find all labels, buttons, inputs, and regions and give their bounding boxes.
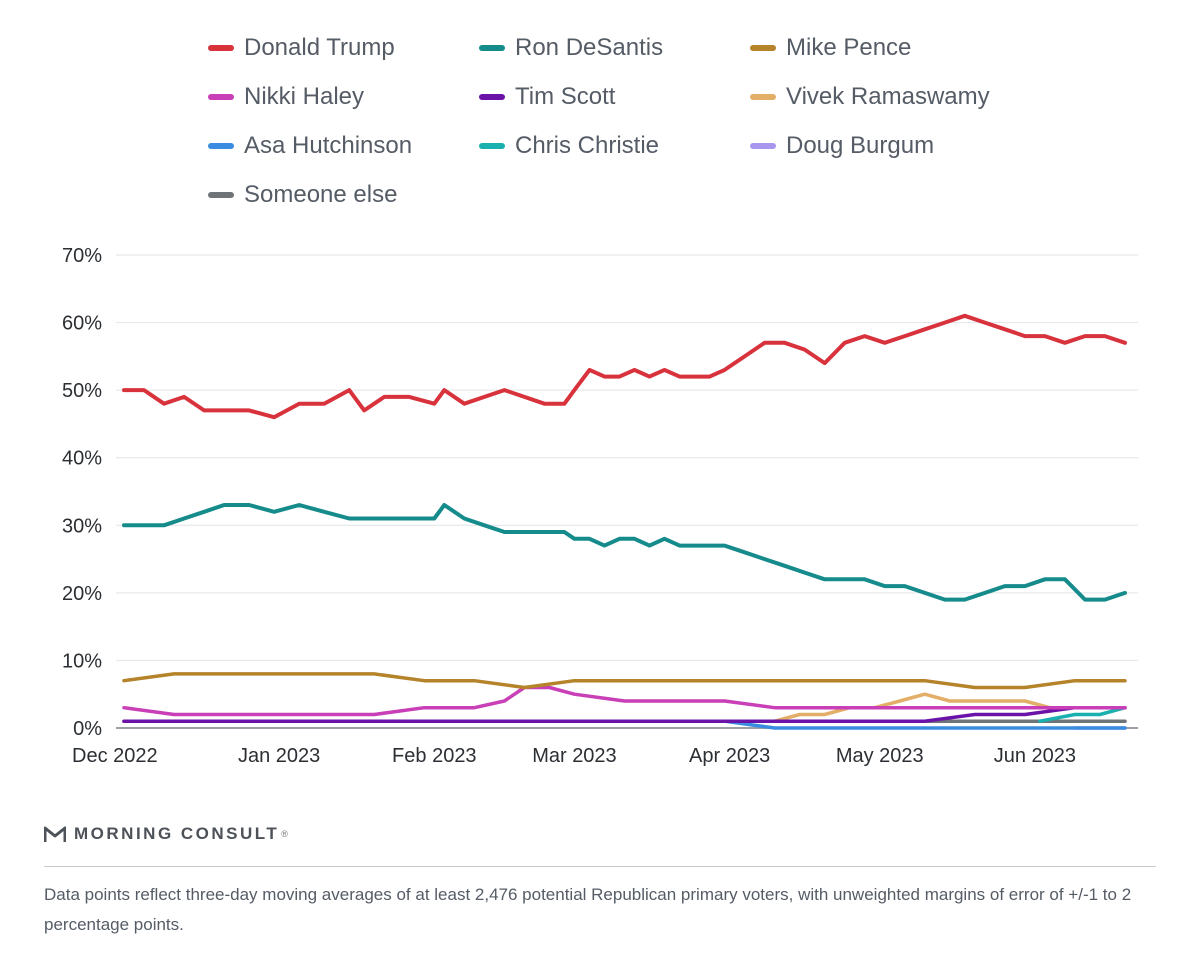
y-tick-label: 20%	[62, 583, 102, 605]
legend-label: Vivek Ramaswamy	[786, 83, 990, 110]
x-tick-label: Jan 2023	[238, 745, 320, 767]
legend-label: Nikki Haley	[244, 83, 365, 110]
legend-swatch	[208, 45, 234, 51]
x-tick-label: Apr 2023	[689, 745, 770, 767]
legend-label: Asa Hutchinson	[244, 132, 413, 159]
brand-logo: MORNING CONSULT ®	[44, 824, 288, 844]
legend-item-asa-hutchinson: Asa Hutchinson	[208, 126, 412, 166]
y-tick-label: 60%	[62, 313, 102, 335]
x-axis-ticks: Dec 2022 Jan 2023 Feb 2023 Mar 2023 Apr 2023…	[72, 745, 1076, 767]
legend-label: Donald Trump	[244, 34, 395, 61]
morning-consult-logo-icon	[44, 826, 66, 842]
series-lines	[122, 313, 1127, 730]
footnote: Data points reflect three-day moving ave…	[44, 885, 1132, 934]
legend-swatch	[479, 143, 505, 149]
legend-label: Tim Scott	[515, 83, 616, 110]
legend-swatch	[479, 45, 505, 51]
legend-item-nikki-haley: Nikki Haley	[208, 77, 364, 117]
legend-swatch	[750, 45, 776, 51]
legend-item-chris-christie: Chris Christie	[479, 126, 659, 166]
legend-swatch	[208, 94, 234, 100]
legend-label: Doug Burgum	[786, 132, 935, 159]
x-tick-label: Mar 2023	[532, 745, 617, 767]
legend-label: Chris Christie	[515, 132, 660, 159]
legend-swatch	[750, 94, 776, 100]
brand-name: MORNING CONSULT	[74, 824, 280, 843]
legend-swatch	[208, 192, 234, 198]
y-axis-ticks: 0% 10% 20% 30% 40% 50% 60% 70%	[62, 245, 102, 740]
legend-label: Mike Pence	[786, 34, 912, 61]
legend-swatch	[750, 143, 776, 149]
series-line-nikki-haley	[122, 685, 1127, 717]
legend-item-someone-else: Someone else	[208, 175, 397, 215]
legend-swatch	[208, 143, 234, 149]
y-tick-label: 70%	[62, 245, 102, 267]
legend-swatch	[479, 94, 505, 100]
legend-item-donald-trump: Donald Trump	[208, 28, 395, 68]
legend-item-ron-desantis: Ron DeSantis	[479, 28, 663, 68]
x-tick-label: Feb 2023	[392, 745, 477, 767]
x-tick-label: Dec 2022	[72, 745, 158, 767]
legend-item-tim-scott: Tim Scott	[479, 77, 615, 117]
line-chart: 0% 10% 20% 30% 40% 50% 60% 70% Dec 2022 Jan 2023…	[62, 245, 1138, 767]
series-line-ron-desantis	[122, 503, 1127, 602]
series-line-tim-scott	[122, 705, 1127, 723]
x-tick-label: Jun 2023	[994, 745, 1076, 767]
legend-label: Ron DeSantis	[515, 34, 664, 61]
brand-registered-mark: ®	[281, 829, 288, 839]
grid-lines	[116, 254, 1138, 729]
x-tick-label: May 2023	[836, 745, 924, 767]
legend-label: Someone else	[244, 181, 398, 208]
footer-divider	[44, 866, 1156, 867]
y-tick-label: 40%	[62, 448, 102, 470]
y-tick-label: 0%	[73, 718, 102, 740]
legend-item-mike-pence: Mike Pence	[750, 28, 911, 68]
series-line-mike-pence	[122, 672, 1127, 690]
legend-item-vivek-ramaswamy: Vivek Ramaswamy	[750, 77, 990, 117]
y-tick-label: 50%	[62, 380, 102, 402]
legend-item-doug-burgum: Doug Burgum	[750, 126, 934, 166]
series-line-chris-christie	[1038, 705, 1127, 723]
series-line-donald-trump	[122, 313, 1127, 420]
y-tick-label: 10%	[62, 650, 102, 672]
y-tick-label: 30%	[62, 515, 102, 537]
